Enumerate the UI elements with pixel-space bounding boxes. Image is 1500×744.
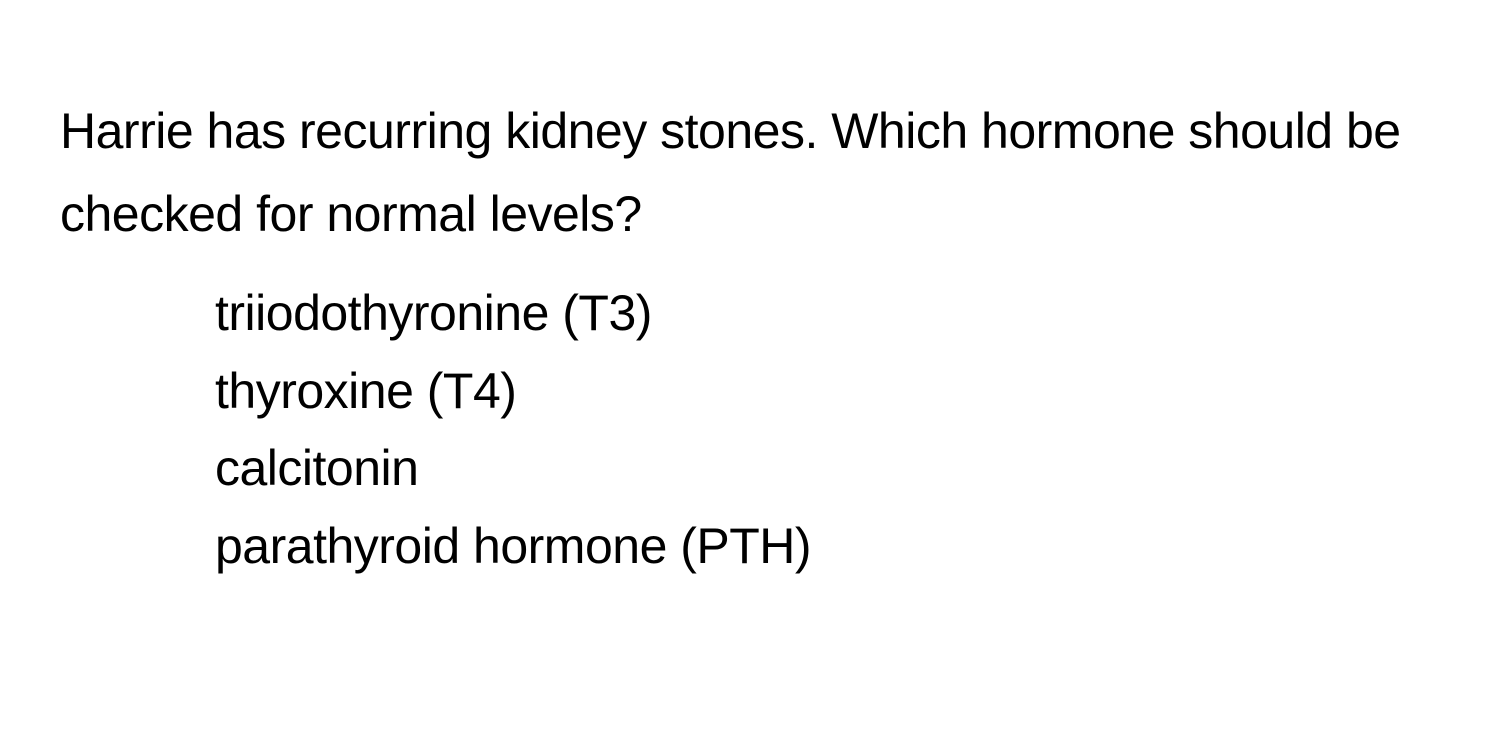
option-item: thyroxine (T4) [215,353,1440,431]
option-item: triiodothyronine (T3) [215,275,1440,353]
question-text: Harrie has recurring kidney stones. Whic… [60,90,1440,255]
options-container: triiodothyronine (T3) thyroxine (T4) cal… [60,275,1440,585]
option-item: calcitonin [215,430,1440,508]
question-block: Harrie has recurring kidney stones. Whic… [60,90,1440,585]
option-item: parathyroid hormone (PTH) [215,508,1440,586]
